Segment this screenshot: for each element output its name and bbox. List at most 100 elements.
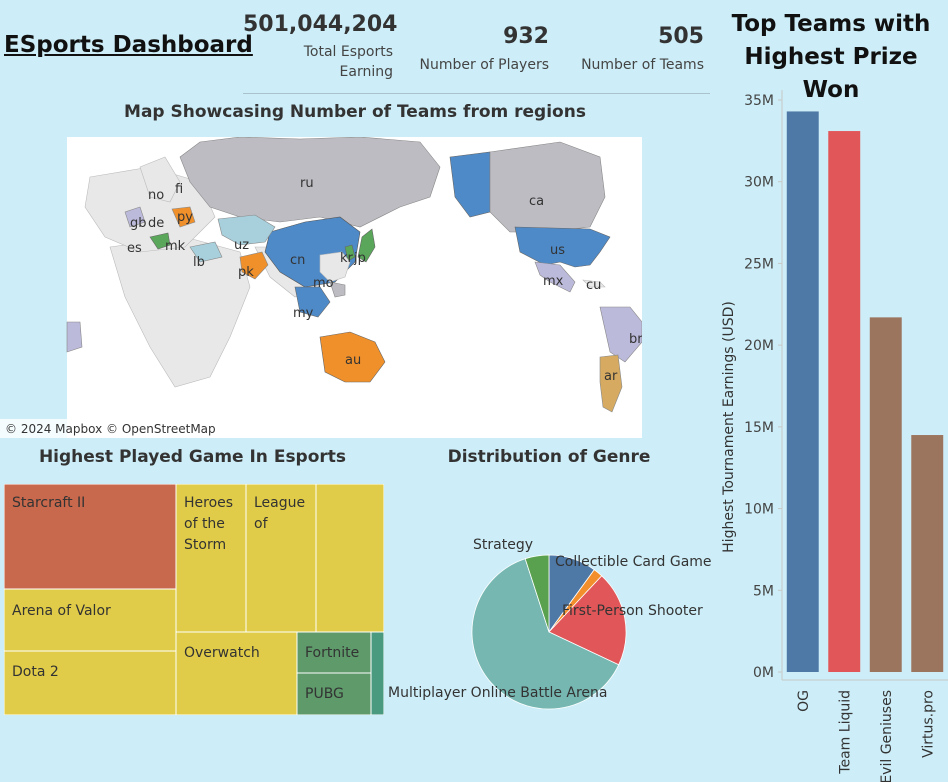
bar-x-label: Evil Geniuses — [879, 690, 895, 782]
bar-y-tick-label: 35M — [744, 93, 774, 109]
treemap-cell-pubg[interactable] — [296, 672, 372, 715]
map-label-py: py — [177, 210, 193, 225]
bar-y-tick-label: 15M — [744, 420, 774, 436]
pie-slice-first-person-shooter[interactable] — [548, 575, 627, 666]
bar-y-axis-label: Highest Tournament Earnings (USD) — [721, 301, 737, 553]
dashboard-title: ESports Dashboard — [4, 32, 253, 58]
pie-slice-strategy[interactable] — [524, 554, 550, 633]
region-ar[interactable] — [599, 354, 623, 413]
treemap-title: Highest Played Game In Esports — [38, 447, 347, 467]
world-map[interactable]: ru ca us cn kr jp no fi gb de py es mk u… — [0, 137, 642, 438]
map-label-es: es — [127, 241, 142, 256]
region-br[interactable] — [599, 306, 642, 363]
region-pk[interactable] — [239, 251, 269, 280]
map-label-lb: lb — [193, 255, 205, 270]
kpi-divider — [243, 93, 710, 94]
treemap-cell-league[interactable] — [245, 484, 317, 633]
map-label-mo: mo — [313, 276, 334, 291]
treemap-label-dota: Dota 2 — [12, 664, 59, 680]
game-treemap[interactable]: Starcraft II Arena of Valor Dota 2 Heroe… — [4, 484, 384, 715]
map-label-fi: fi — [175, 182, 183, 197]
treemap-label-arena: Arena of Valor — [12, 603, 111, 619]
region-cu[interactable] — [582, 279, 606, 288]
treemap-cell-fortnite[interactable] — [296, 631, 372, 674]
map-label-mx: mx — [543, 274, 564, 289]
kpi-teams-label: Number of Teams — [581, 57, 704, 73]
kpi-players: 932 Number of Players — [400, 24, 550, 75]
treemap-label-starcraft: Starcraft II — [12, 495, 85, 511]
map-label-kr: kr — [340, 251, 354, 266]
kpi-teams-value: 505 — [658, 24, 704, 49]
treemap-label-heroes-2: of the — [184, 516, 225, 532]
treemap-cell-arena[interactable] — [4, 588, 177, 652]
treemap-cell-heroes[interactable] — [175, 484, 247, 633]
map-label-uz: uz — [234, 238, 249, 253]
map-label-ar: ar — [604, 369, 618, 384]
kpi-players-value: 932 — [503, 24, 549, 49]
treemap-cell-other-yellow[interactable] — [315, 484, 384, 633]
pie-label-moba: Multiplayer Online Battle Arena — [388, 685, 608, 701]
map-label-au: au — [345, 353, 361, 368]
kpi-total-earning-label-2: Earning — [339, 64, 393, 80]
kpi-total-earning-value: 501,044,204 — [243, 12, 398, 37]
treemap-label-league-1: League — [254, 495, 305, 511]
bar-y-tick-label: 10M — [744, 502, 774, 518]
bar-chart-title: Top Teams with Highest Prize Won — [731, 11, 931, 103]
region-west-edge — [66, 321, 83, 353]
region-au[interactable] — [319, 331, 386, 383]
region-jp[interactable] — [357, 228, 376, 263]
region-kr[interactable] — [344, 244, 356, 262]
map-label-us: us — [550, 243, 565, 258]
map-title: Map Showcasing Number of Teams from regi… — [124, 102, 586, 122]
region-lb[interactable] — [189, 241, 223, 263]
region-uz[interactable] — [217, 214, 276, 246]
region-py[interactable] — [171, 206, 196, 228]
map-label-gb: gb — [130, 216, 147, 231]
bar-y-tick-label: 30M — [744, 175, 774, 191]
treemap-label-overwatch: Overwatch — [184, 645, 260, 661]
map-label-de: de — [148, 216, 164, 231]
map-attribution-bg — [0, 419, 210, 438]
region-se-asia[interactable] — [294, 286, 331, 318]
bar-y-tick-label: 0M — [753, 665, 774, 681]
region-gb[interactable] — [124, 206, 146, 228]
pie-label-ccg: Collectible Card Game — [555, 554, 712, 570]
pie-slice-multiplayer-online-battle-arena[interactable] — [471, 558, 620, 710]
map-label-br: br — [629, 332, 642, 347]
region-mo[interactable] — [329, 281, 346, 298]
region-us[interactable] — [514, 226, 611, 268]
bar-y-tick-label: 20M — [744, 338, 774, 354]
region-mk[interactable] — [149, 232, 171, 250]
map-label-pk: pk — [238, 265, 254, 280]
top-teams-bar-chart[interactable]: 0M 5M 10M 15M 20M 25M 30M 35M OG Team Liquid Evil… — [714, 82, 948, 782]
bar-evil-geniuses[interactable] — [869, 317, 902, 672]
map-label-ca: ca — [529, 194, 544, 209]
kpi-total-earning-label: Total Esports — [303, 44, 393, 60]
region-ca[interactable] — [489, 141, 606, 233]
region-scandinavia — [139, 156, 181, 203]
bar-x-label: Virtus.pro — [920, 690, 936, 758]
map-attribution[interactable]: © 2024 Mapbox © OpenStreetMap — [5, 422, 216, 436]
pie-label-fps: First-Person Shooter — [562, 603, 703, 619]
treemap-cell-dota[interactable] — [4, 650, 177, 715]
region-alaska[interactable] — [449, 151, 491, 218]
kpi-players-label: Number of Players — [419, 57, 550, 73]
treemap-cell-teal[interactable] — [370, 631, 384, 715]
bar-y-tick-label: 25M — [744, 256, 774, 272]
bar-virtus-pro[interactable] — [911, 435, 944, 672]
bar-x-label: Team Liquid — [837, 690, 853, 775]
treemap-label-league-2: of — [254, 516, 269, 532]
kpi-total-earning: 501,044,204 Total Esports Earning — [243, 12, 398, 82]
genre-pie-chart[interactable]: Strategy Collectible Card Game First-Per… — [384, 520, 714, 715]
treemap-label-heroes-3: Storm — [184, 537, 226, 553]
pie-title: Distribution of Genre — [447, 447, 651, 467]
bar-x-label: OG — [796, 690, 812, 712]
treemap-label-pubg: PUBG — [305, 686, 344, 702]
bar-team-liquid[interactable] — [828, 131, 861, 673]
map-label-mk: mk — [165, 239, 186, 254]
treemap-label-fortnite: Fortnite — [305, 645, 359, 661]
bar-og[interactable] — [786, 111, 819, 672]
region-mx[interactable] — [534, 261, 576, 293]
kpi-teams: 505 Number of Teams — [560, 24, 704, 75]
region-ru[interactable] — [179, 137, 441, 228]
